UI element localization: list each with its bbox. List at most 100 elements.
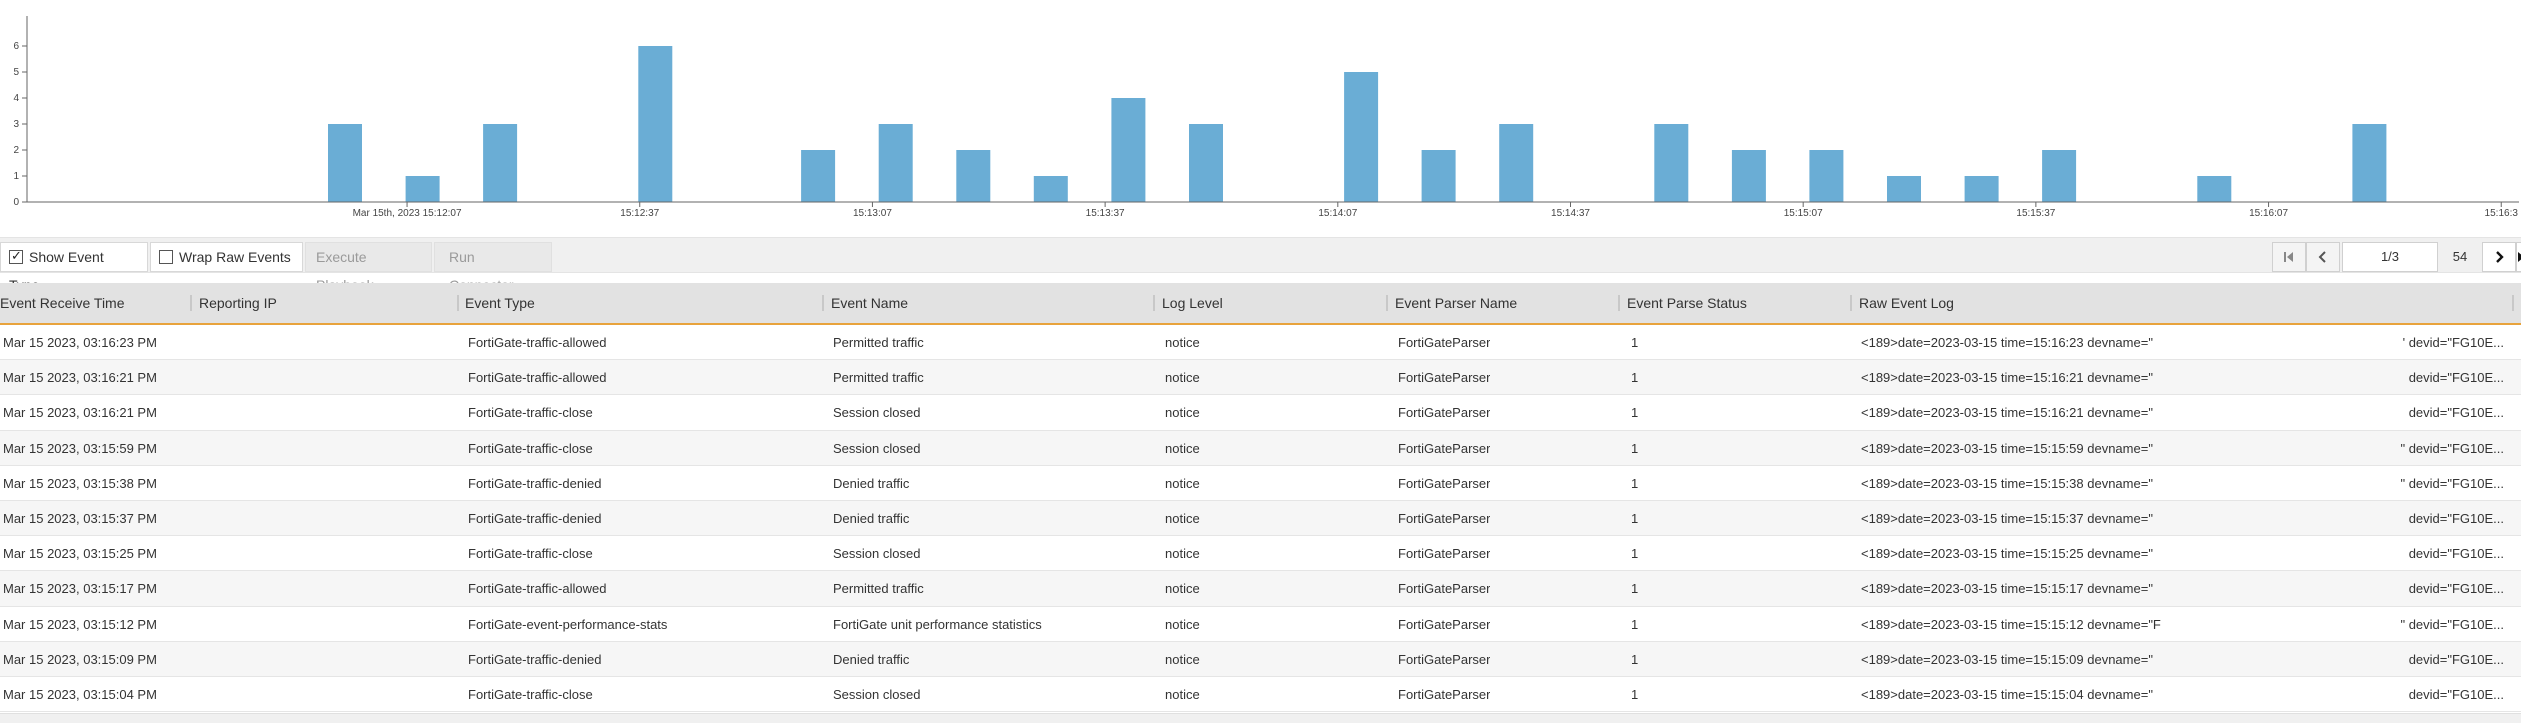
column-resize-handle[interactable] [822,295,824,311]
cell-event-parser-name: FortiGateParser [1398,405,1491,421]
x-tick-label: 15:14:07 [1318,208,1357,219]
cell-raw-event-log-tail: devid="FG10E... [2408,686,2504,702]
table-row[interactable]: Mar 15 2023, 03:15:37 PM FortiGate-traffi… [0,500,2521,537]
histogram-bar[interactable] [1189,124,1223,202]
table-row[interactable]: Mar 15 2023, 03:15:04 PM FortiGate-traffi… [0,677,2521,713]
histogram-bar[interactable] [1421,150,1456,202]
column-resize-handle[interactable] [457,295,459,311]
table-row[interactable]: Mar 15 2023, 03:15:25 PM FortiGate-traffi… [0,536,2521,572]
cell-event-parser-name: FortiGateParser [1398,686,1491,702]
column-header-event-type[interactable]: Event Type [465,295,535,311]
cell-event-type: FortiGate-event-performance-stats [468,616,668,632]
histogram-bar[interactable] [638,46,673,202]
wrap-raw-events-toggle[interactable]: Wrap Raw Events [150,242,303,272]
histogram-bar[interactable] [328,124,362,202]
previous-page-button[interactable] [2306,242,2340,272]
cell-event-receive-time: Mar 15 2023, 03:15:12 PM [3,616,157,632]
cell-event-type: FortiGate-traffic-denied [468,475,602,491]
cell-raw-event-log: <189>date=2023-03-15 time=15:15:17 devna… [1861,581,2153,597]
column-header-reporting-ip[interactable]: Reporting IP [199,295,277,311]
histogram-bar[interactable] [956,150,991,202]
cell-event-parse-status: 1 [1631,686,1639,702]
total-count: 54 [2452,249,2468,264]
histogram-bar[interactable] [1111,98,1146,202]
table-row[interactable]: Mar 15 2023, 03:15:17 PM FortiGate-traffi… [0,571,2521,607]
cell-raw-event-log: <189>date=2023-03-15 time=15:15:12 devna… [1861,616,2161,632]
show-event-type-toggle[interactable]: ✓Show Event Type [0,242,148,293]
histogram-bar[interactable] [1809,150,1844,202]
cell-raw-event-log-tail: " devid="FG10E... [2400,475,2504,491]
show-event-type-checkbox[interactable]: ✓ [9,248,23,264]
cell-event-parser-name: FortiGateParser [1398,510,1491,526]
histogram-bar[interactable] [1654,124,1689,202]
histogram-bar[interactable] [483,124,518,202]
x-tick-label: 15:14:37 [1551,208,1590,219]
run-connector-button[interactable]: Run Connector [434,242,552,293]
table-row[interactable]: Mar 15 2023, 03:15:09 PM FortiGate-traffi… [0,641,2521,677]
column-resize-handle[interactable] [1386,295,1388,311]
cell-event-parse-status: 1 [1631,510,1639,526]
cell-event-type: FortiGate-traffic-allowed [468,335,607,350]
histogram-bar[interactable] [1033,176,1068,202]
cell-event-name: Permitted traffic [833,370,924,386]
histogram-bar[interactable] [878,124,913,202]
column-resize-handle[interactable] [1618,295,1620,311]
page-input[interactable]: 1/3 [2342,242,2438,272]
table-row[interactable]: Mar 15 2023, 03:15:38 PM FortiGate-traffi… [0,466,2521,501]
cell-event-parser-name: FortiGateParser [1398,475,1491,491]
histogram-bar[interactable] [2042,150,2077,202]
wrap-raw-events-checkbox[interactable] [159,250,173,264]
table-row[interactable]: Mar 15 2023, 03:15:12 PM FortiGate-event-… [0,607,2521,642]
histogram-bar[interactable] [1731,150,1766,202]
cell-event-type: FortiGate-traffic-allowed [468,581,607,597]
first-page-button[interactable] [2272,242,2306,272]
next-page-button[interactable] [2482,242,2516,272]
cell-raw-event-log-tail: devid="FG10E... [2408,405,2504,421]
column-header-event-receive-time[interactable]: Event Receive Time [0,295,125,311]
cell-event-name: Session closed [833,546,921,562]
cell-raw-event-log: <189>date=2023-03-15 time=15:15:25 devna… [1861,546,2153,562]
column-resize-handle[interactable] [1153,295,1155,311]
cell-event-name: Session closed [833,686,921,702]
histogram-bar[interactable] [1499,124,1534,202]
histogram-bar[interactable] [801,150,836,202]
checkmark-icon: ✓ [11,248,22,263]
cell-event-parse-status: 1 [1631,616,1639,632]
column-header-raw-event-log[interactable]: Raw Event Log [1859,295,1954,311]
event-histogram-chart: 0 1 2 3 4 5 6 Mar 15th, 2023 15:12:07 15:12:37 1… [13,16,2519,219]
cell-event-type: FortiGate-traffic-denied [468,510,602,526]
cell-log-level: notice [1165,546,1200,562]
table-row[interactable]: Mar 15 2023, 03:16:23 PM FortiGate-traffi… [0,325,2521,361]
table-row[interactable]: Mar 15 2023, 03:16:21 PM FortiGate-traffi… [0,395,2521,431]
horizontal-scrollbar[interactable] [0,713,2521,723]
y-tick-label: 2 [13,145,19,156]
cell-event-name: Session closed [833,440,921,456]
x-tick-label: 15:13:37 [1086,208,1125,219]
histogram-bar[interactable] [1887,176,1921,202]
column-header-log-level[interactable]: Log Level [1162,295,1223,311]
column-resize-handle[interactable] [1850,295,1852,311]
last-page-button[interactable] [2516,242,2521,272]
cell-raw-event-log: <189>date=2023-03-15 time=15:16:23 devna… [1861,335,2153,350]
column-resize-handle[interactable] [2512,295,2514,311]
cell-raw-event-log-tail: devid="FG10E... [2408,370,2504,386]
table-row[interactable]: Mar 15 2023, 03:16:21 PM FortiGate-traffi… [0,360,2521,396]
histogram-bar[interactable] [405,176,440,202]
x-axis: Mar 15th, 2023 15:12:07 15:12:37 15:13:07 1… [27,201,2519,219]
cell-event-parser-name: FortiGateParser [1398,335,1491,350]
histogram-bar[interactable] [2352,124,2387,202]
y-tick-label: 4 [13,93,19,104]
cell-event-parser-name: FortiGateParser [1398,581,1491,597]
histogram-bar[interactable] [1964,176,1999,202]
execute-playbook-button[interactable]: Execute Playbook [305,242,432,293]
cell-event-name: Permitted traffic [833,335,924,350]
x-tick-label: 15:15:37 [2016,208,2055,219]
histogram-bar[interactable] [1344,72,1379,202]
table-row[interactable]: Mar 15 2023, 03:15:59 PM FortiGate-traffi… [0,430,2521,466]
column-resize-handle[interactable] [190,295,192,311]
histogram-bar[interactable] [2197,176,2232,202]
column-header-event-name[interactable]: Event Name [831,295,909,311]
column-header-event-parse-status[interactable]: Event Parse Status [1627,295,1747,311]
column-header-event-parser-name[interactable]: Event Parser Name [1395,295,1518,311]
x-tick-label: 15:15:07 [1784,208,1823,219]
